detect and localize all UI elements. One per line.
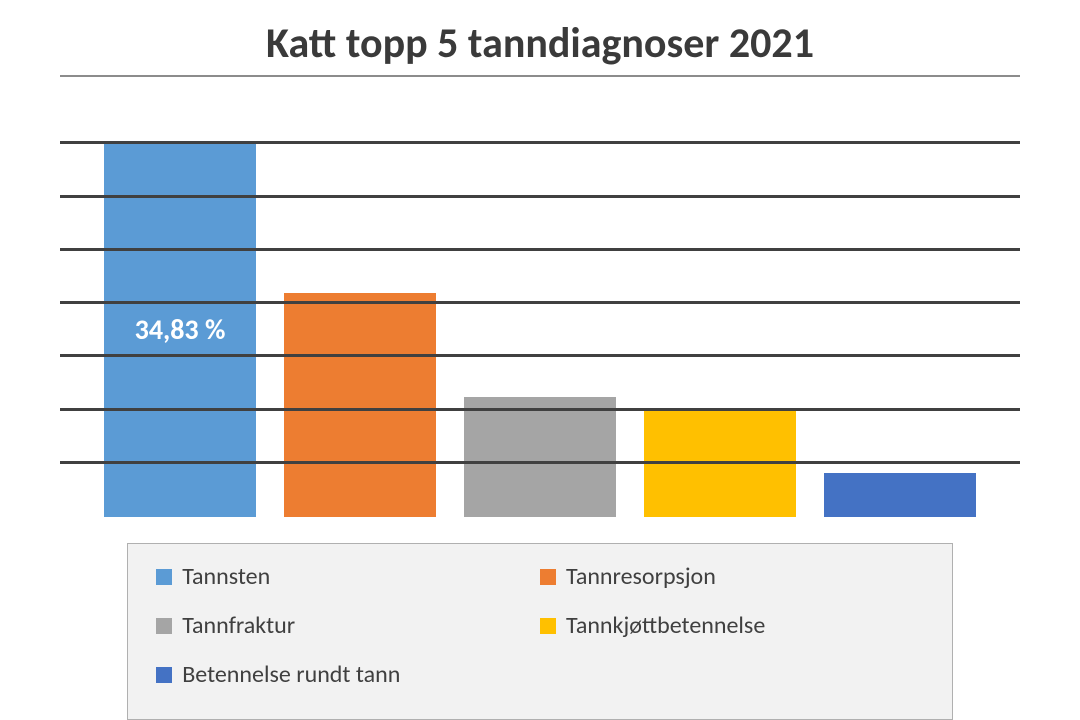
legend-swatch <box>540 618 556 634</box>
bar <box>464 397 615 517</box>
bar-slot <box>270 91 450 517</box>
legend-swatch <box>540 569 556 585</box>
legend-item: Betennelse rundt tann <box>156 660 540 689</box>
chart-container: Katt topp 5 tanndiagnoser 2021 34,83 % T… <box>0 0 1080 720</box>
gridline <box>60 354 1020 357</box>
legend-swatch <box>156 618 172 634</box>
legend-item: Tannsten <box>156 562 540 591</box>
gridline <box>60 301 1020 304</box>
legend-label: Tannkjøttbetennelse <box>566 611 765 640</box>
legend-label: Tannresorpsjon <box>566 562 716 591</box>
legend-label: Tannsten <box>182 562 270 591</box>
gridline <box>60 141 1020 144</box>
legend-swatch <box>156 667 172 683</box>
legend-swatch <box>156 569 172 585</box>
bar-slot: 34,83 % <box>90 91 270 517</box>
bar-value-label: 34,83 % <box>135 312 226 347</box>
bar-slot <box>810 91 990 517</box>
bar-slot <box>450 91 630 517</box>
legend-item: Tannfraktur <box>156 611 540 640</box>
chart-title: Katt topp 5 tanndiagnoser 2021 <box>60 18 1020 69</box>
legend-label: Betennelse rundt tann <box>182 660 400 689</box>
plot-area: 34,83 % <box>60 91 1020 517</box>
bar <box>284 293 435 517</box>
gridline <box>60 408 1020 411</box>
gridline <box>60 195 1020 198</box>
legend-label: Tannfraktur <box>182 611 295 640</box>
bar-slot <box>630 91 810 517</box>
title-rule <box>60 75 1020 77</box>
gridline <box>60 248 1020 251</box>
bar <box>824 473 975 517</box>
legend-item: Tannkjøttbetennelse <box>540 611 924 640</box>
legend-item: Tannresorpsjon <box>540 562 924 591</box>
gridline <box>60 461 1020 464</box>
legend: Tannsten Tannresorpsjon Tannfraktur Tannkjø… <box>127 543 953 720</box>
bars-group: 34,83 % <box>60 91 1020 517</box>
